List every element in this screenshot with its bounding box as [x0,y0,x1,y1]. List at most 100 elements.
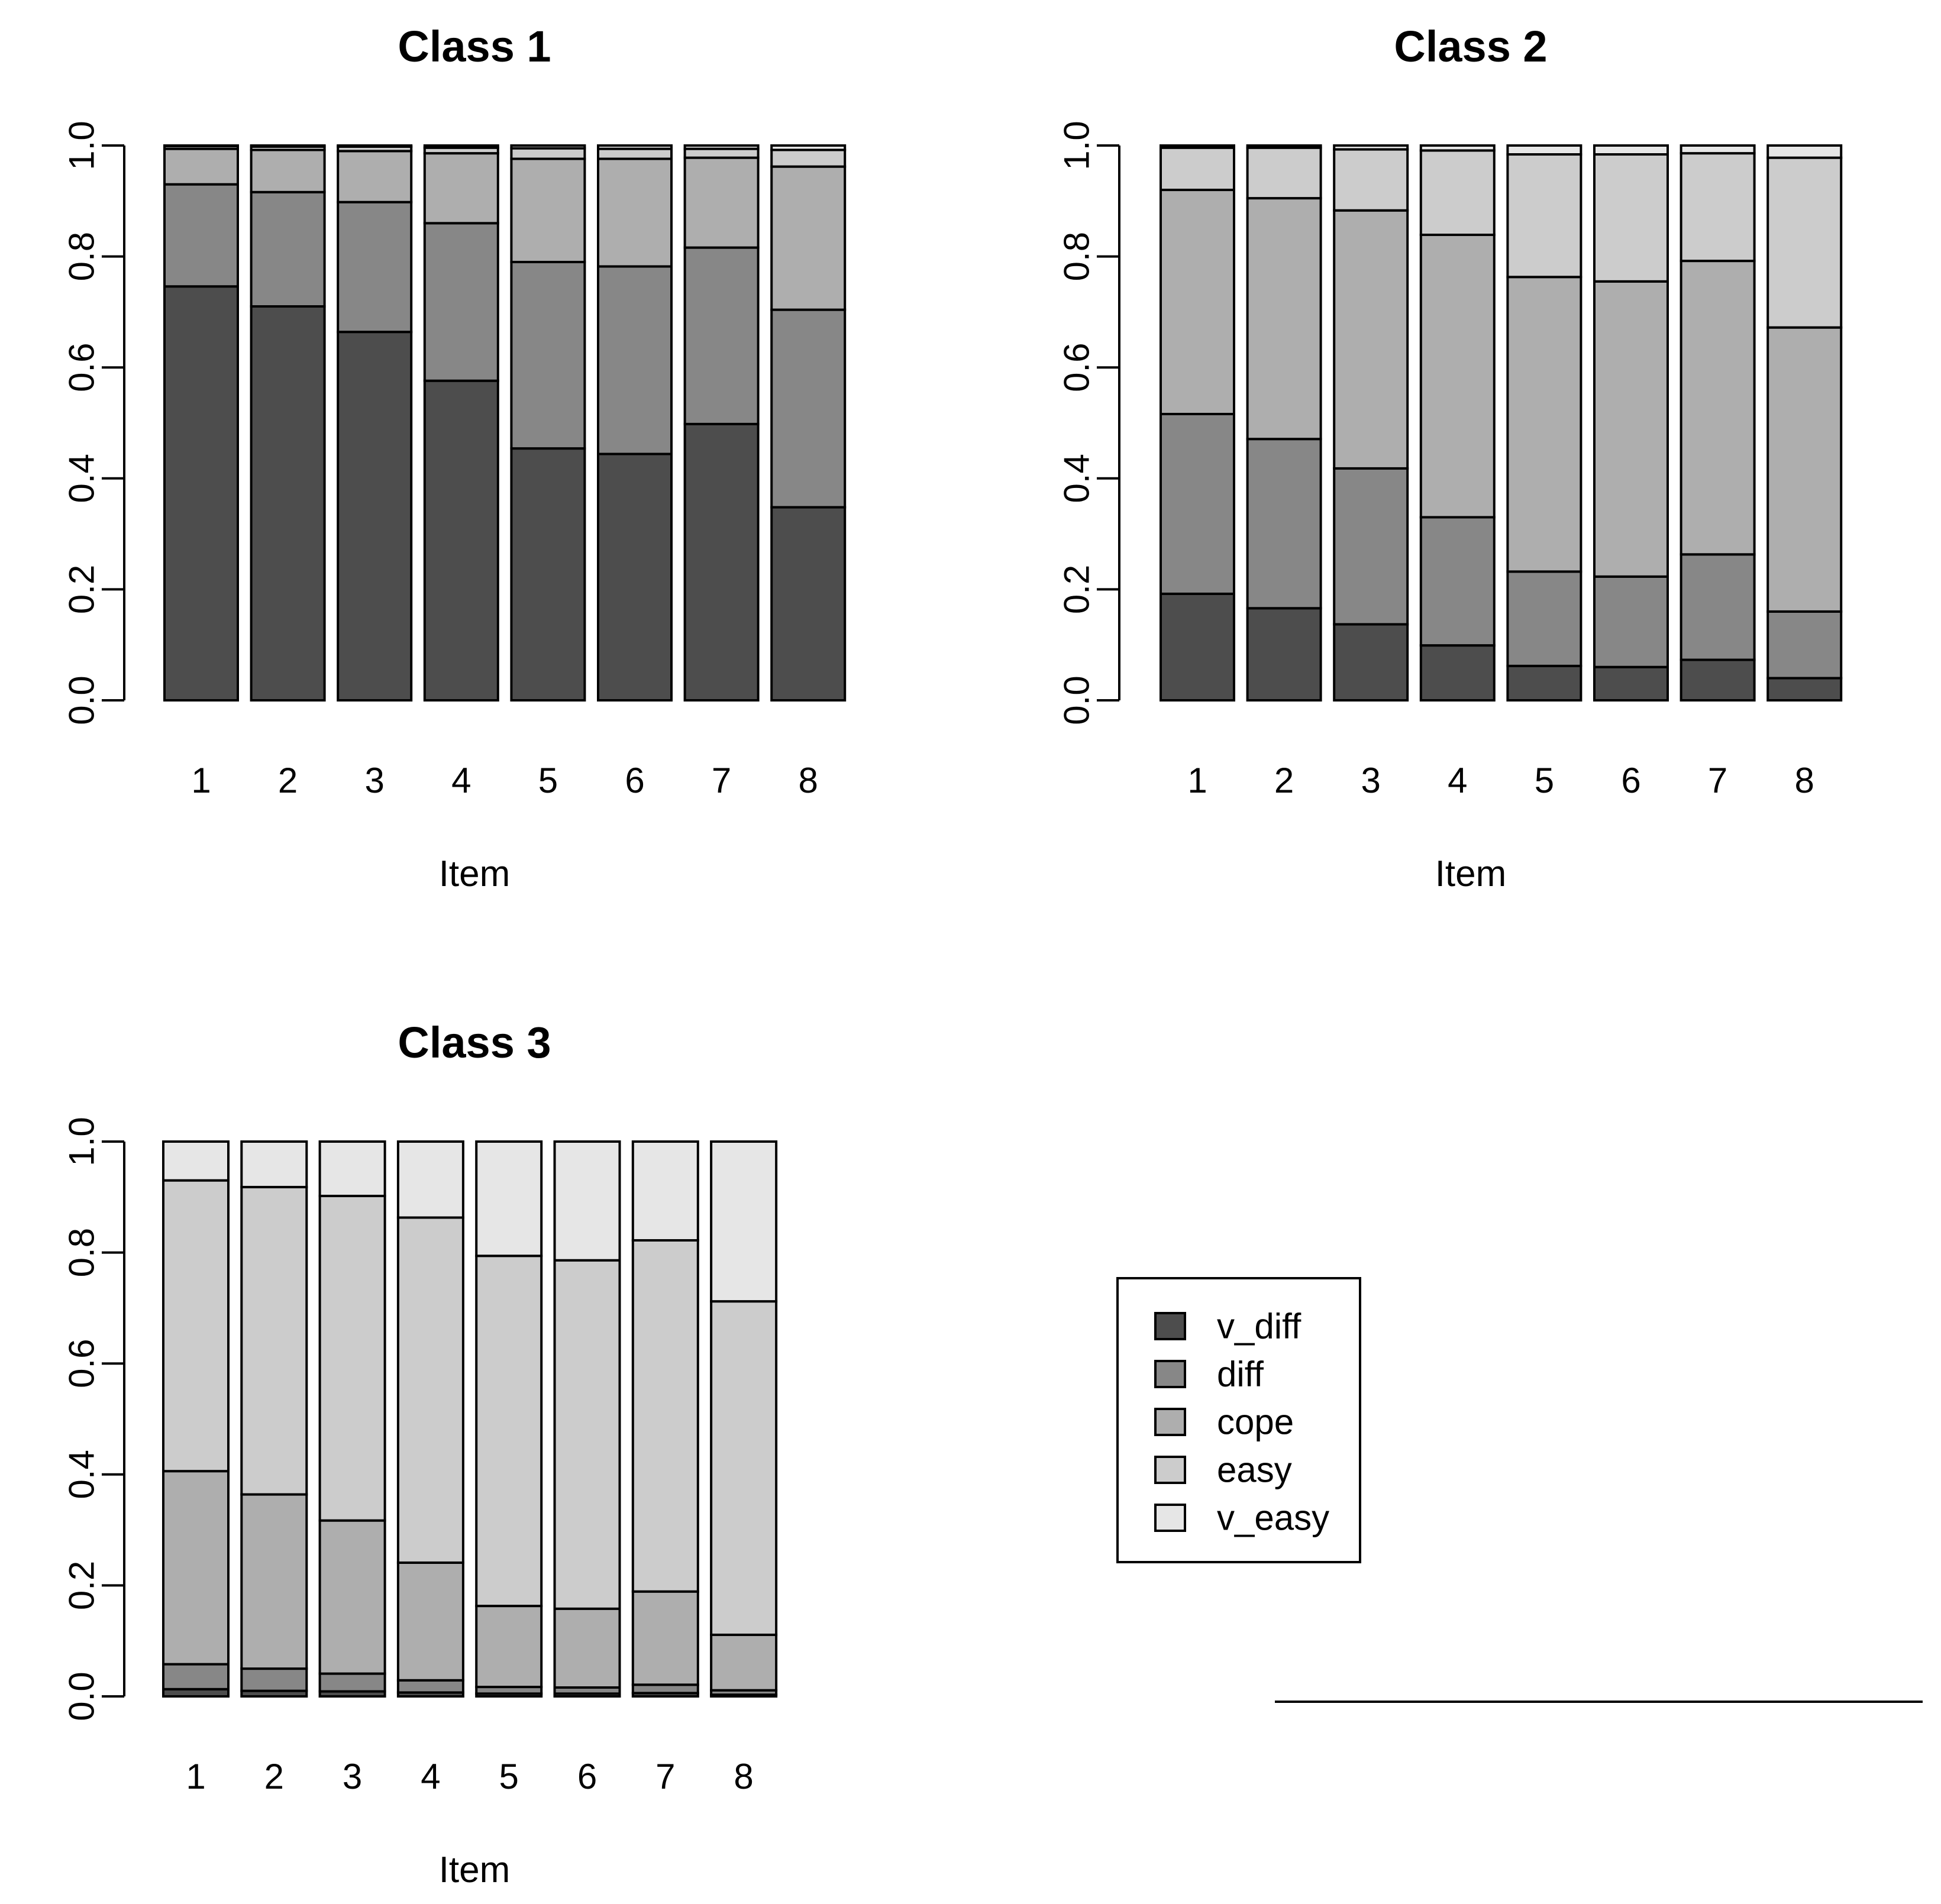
bar-segment-easy [710,1300,778,1636]
x-tick-label: 3 [343,1757,362,1796]
panel-class-3: Class 3 Item 0.0 0.2 0.4 0.6 0.8 1.0 1 2 3 4 5 6 7 8 [62,1018,778,1890]
bar-segment-v-easy [770,144,847,151]
bar-segment-cope [1766,326,1843,613]
y-tick-label: 0.8 [62,232,102,281]
bar-segment-easy [510,147,586,160]
bar-segment-cope [163,147,239,186]
bar-segment-cope [1333,209,1409,470]
legend-label: cope [1217,1402,1294,1442]
x-tick-label: 3 [1361,761,1381,800]
y-tick-label: 0.2 [62,565,102,614]
x-tick-label: 8 [799,761,818,800]
panel-class-2: Class 2 Item 0.0 0.2 0.4 0.6 0.8 1.0 1 2 3 4 5 6 7 8 [1057,22,1843,894]
bar-segment-v-diff [1506,664,1582,702]
bar-segment-v-diff [1333,623,1409,702]
bar-segment-cope [683,156,760,249]
bar-segment-cope [250,148,326,193]
bar-segment-v-easy [250,144,326,148]
x-tick-label: 1 [1187,761,1207,800]
bar-segment-easy [1246,146,1322,200]
bar-segment-diff [162,1663,230,1690]
x-tick-label: 7 [712,761,731,800]
bar-segment-easy [1680,152,1756,263]
legend-swatch [1154,1504,1186,1532]
panel-class-1: Class 1 Item 0.0 0.2 0.4 0.6 0.8 1.0 1 2 3 4 5 6 7 8 [62,22,847,894]
bar-segment-cope [1593,280,1669,578]
bar-segment-v-easy [1766,144,1843,159]
x-tick-label: 5 [538,761,558,800]
bar-segment-v-easy [162,1140,230,1182]
bar-segment-v-diff [1160,592,1235,702]
x-tick-label: 4 [451,761,471,800]
y-tick-label: 0.0 [62,675,102,725]
chart-title: Class 1 [398,22,551,71]
legend-swatch [1154,1360,1186,1388]
bar-segment-v-easy [553,1140,621,1262]
y-tick-label: 0.4 [1057,454,1097,503]
x-tick-label: 2 [264,1757,284,1796]
bar-segment-easy [597,147,673,160]
x-axis-label: Item [439,1850,511,1890]
bar-segment-easy [240,1185,308,1496]
bar-segment-easy [1160,146,1235,192]
bar-segment-easy [475,1255,543,1608]
bar-segment-v-easy [631,1140,699,1242]
x-tick-label: 6 [1621,761,1640,800]
chart-title: Class 2 [1394,22,1547,71]
bar-segment-diff [163,183,239,288]
x-tick-label: 3 [365,761,385,800]
bar-segment-diff [631,1683,699,1695]
x-tick-label: 7 [655,1757,675,1796]
bar-segment-v-easy [396,1140,464,1219]
x-tick-label: 4 [421,1757,440,1796]
x-tick-label: 2 [278,761,298,800]
bar-segment-cope [318,1519,386,1675]
bar-segment-v-diff [510,447,586,702]
bar-segment-easy [1333,148,1409,212]
legend-label: v_easy [1217,1498,1329,1538]
bar-segment-v-diff [1246,607,1322,702]
x-axis-label: Item [439,854,511,894]
bar-segment-diff [396,1679,464,1694]
y-tick-label: 0.6 [62,342,102,392]
bar-segment-cope [1680,260,1756,556]
x-tick-label: 6 [577,1757,597,1796]
bar-segment-v-easy [1160,144,1235,149]
bar-segment-v-diff [423,379,499,702]
bar-segment-v-easy [1333,144,1409,151]
bar-segment-diff [1333,467,1409,626]
bar-segment-diff [770,308,847,509]
bar-segment-cope [240,1493,308,1670]
bar-segment-v-easy [1506,144,1582,156]
bar-segment-v-diff [683,422,760,702]
x-tick-label: 2 [1274,761,1294,800]
bar-segment-cope [337,150,413,203]
bar-segment-cope [1160,189,1235,415]
bar-segment-v-diff [163,285,239,702]
bar-segment-easy [770,148,847,168]
bar-segment-easy [631,1239,699,1593]
bar-segment-cope [423,152,499,225]
x-tick-label: 5 [1535,761,1554,800]
bar-segment-easy [1593,153,1669,283]
bar-segment-diff [510,260,586,450]
y-tick-label: 0.8 [1057,232,1097,281]
bar-segment-diff [1593,575,1669,668]
bar-segment-v-diff [1593,665,1669,702]
bar-segment-diff [1160,412,1235,595]
x-axis-label: Item [1435,854,1507,894]
bar-segment-v-easy [318,1140,386,1197]
bar-segment-cope [510,157,586,263]
y-tick-label: 0.0 [62,1672,102,1721]
y-tick-label: 1.0 [62,1117,102,1166]
bar-segment-diff [1506,570,1582,667]
y-tick-label: 1.0 [62,121,102,170]
bar-segment-v-diff [250,305,326,702]
x-tick-label: 1 [191,761,211,800]
bar-segment-diff [1680,553,1756,661]
bar-segment-cope [770,165,847,311]
bar-segment-diff [597,265,673,455]
bar-segment-diff [337,201,413,334]
